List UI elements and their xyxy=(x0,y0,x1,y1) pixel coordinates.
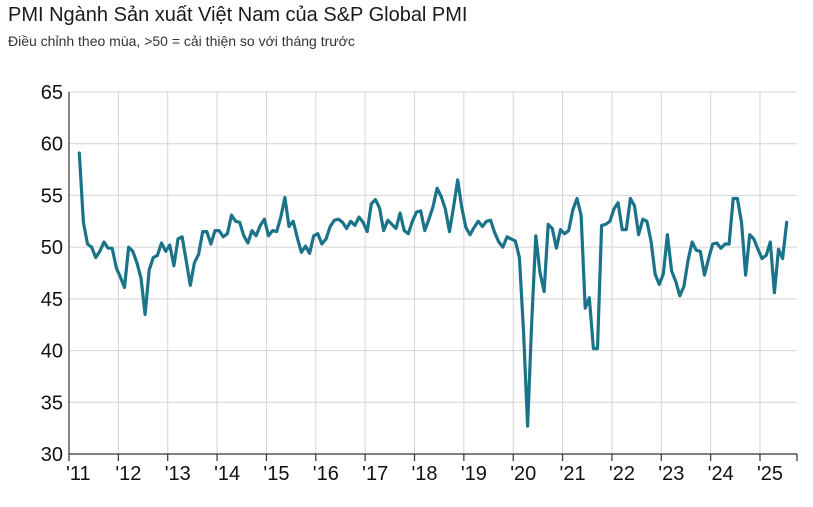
y-tick-label: 50 xyxy=(41,237,63,259)
y-tick-label: 35 xyxy=(41,392,63,414)
pmi-series-line xyxy=(77,151,789,428)
chart-title: PMI Ngành Sản xuất Việt Nam của S&P Glob… xyxy=(8,4,468,26)
x-tick-label: '14 xyxy=(214,463,240,485)
chart-subtitle: Điều chỉnh theo mùa, >50 = cải thiện so … xyxy=(8,33,355,49)
x-tick-label: '16 xyxy=(313,463,339,485)
y-tick-label: 55 xyxy=(41,185,63,207)
x-tick-label: '15 xyxy=(263,463,289,485)
x-tick-label: '25 xyxy=(757,463,783,485)
y-tick-label: 45 xyxy=(41,289,63,311)
x-tick-label: '17 xyxy=(362,463,388,485)
x-tick-label: '23 xyxy=(658,463,684,485)
y-tick-label: 30 xyxy=(41,444,63,466)
x-tick-label: '18 xyxy=(411,463,437,485)
x-tick-label: '19 xyxy=(461,463,487,485)
x-tick-label: '21 xyxy=(560,463,586,485)
y-tick-label: 60 xyxy=(41,134,63,156)
x-tick-label: '20 xyxy=(510,463,536,485)
y-tick-label: 65 xyxy=(41,82,63,104)
x-tick-label: '12 xyxy=(115,463,141,485)
y-tick-label: 40 xyxy=(41,341,63,363)
x-tick-label: '22 xyxy=(609,463,635,485)
x-tick-label: '11 xyxy=(66,463,91,485)
x-tick-label: '24 xyxy=(708,463,734,485)
x-tick-label: '13 xyxy=(165,463,191,485)
